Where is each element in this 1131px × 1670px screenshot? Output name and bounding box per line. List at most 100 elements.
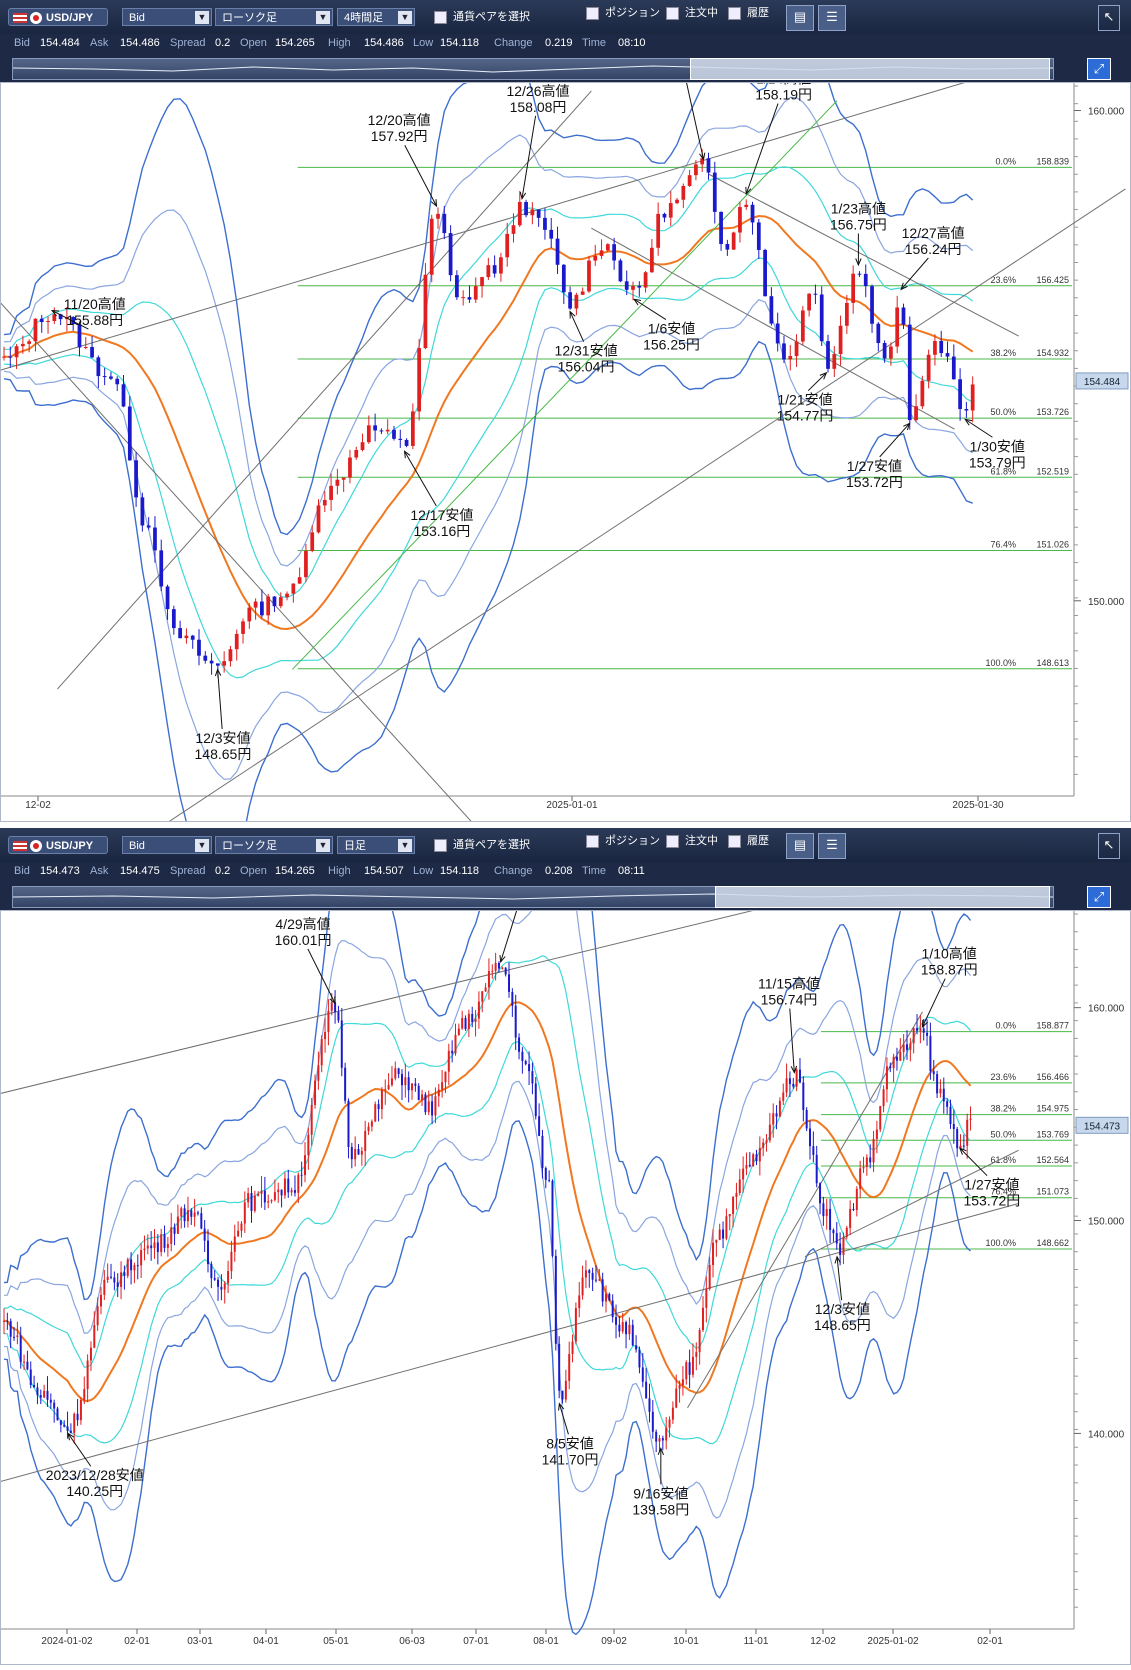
chart-type-value: ローソク足 bbox=[222, 12, 277, 24]
candle-body bbox=[427, 1101, 430, 1113]
select-pair-label: 通貨ペアを選択 bbox=[453, 11, 530, 23]
candle-body bbox=[481, 991, 484, 1002]
select-pair-toggle[interactable]: 通貨ペアを選択 bbox=[434, 836, 530, 854]
checkbox[interactable] bbox=[666, 834, 679, 848]
high-value: 154.486 bbox=[364, 37, 404, 49]
annotation-price: 148.65円 bbox=[195, 746, 252, 762]
candle-body bbox=[933, 340, 937, 355]
indicator-list-icon[interactable]: ☰ bbox=[818, 833, 846, 859]
symbol-selector[interactable]: USD/JPY bbox=[8, 836, 108, 854]
bollinger-upper-2sigma bbox=[3, 831, 971, 1334]
checkbox[interactable] bbox=[586, 834, 599, 848]
navigator-scroll-thumb[interactable] bbox=[715, 886, 1050, 908]
chart-area[interactable]: 160.000 150.000 12-02 2025-01-01 2025-01-30 0… bbox=[0, 23, 1131, 896]
candle-body bbox=[46, 321, 50, 323]
arrow-up-left-icon[interactable]: ↖ bbox=[1098, 833, 1120, 859]
candle-body bbox=[83, 346, 88, 348]
symbol-selector[interactable]: USD/JPY bbox=[8, 8, 108, 26]
bid-label: Bid bbox=[14, 37, 30, 49]
candle-body bbox=[765, 1140, 768, 1143]
expand-icon[interactable]: ⤢ bbox=[1087, 886, 1111, 908]
annotation-arrow bbox=[922, 978, 946, 1028]
candle-body bbox=[959, 1145, 962, 1149]
chart-area[interactable]: 160.000 150.000 140.000 2024-01-02 02-01 03-0… bbox=[0, 687, 1131, 1665]
candle-body bbox=[554, 1255, 557, 1344]
navigator-scroll-thumb[interactable] bbox=[690, 58, 1050, 80]
candle-body bbox=[2, 356, 6, 358]
candle-body bbox=[348, 457, 352, 478]
annotation-date: 4/29高値 bbox=[275, 916, 330, 932]
timeframe-select[interactable]: 日足 ▼ bbox=[337, 836, 415, 854]
candle-body bbox=[203, 655, 208, 661]
candle-body bbox=[83, 1389, 86, 1400]
candle-body bbox=[722, 1229, 725, 1239]
fib-price-label: 152.564 bbox=[1036, 1155, 1069, 1165]
annotation-arrow bbox=[633, 298, 667, 321]
candle-body bbox=[605, 244, 610, 251]
us-flag-icon bbox=[13, 841, 27, 852]
checkbox[interactable] bbox=[728, 834, 741, 848]
candle-body bbox=[857, 273, 862, 275]
annotation-price: 153.79円 bbox=[969, 454, 1026, 470]
candle-body bbox=[621, 1322, 624, 1332]
candle-body bbox=[812, 1146, 815, 1155]
checkbox[interactable] bbox=[434, 838, 447, 852]
candle-body bbox=[712, 1242, 715, 1265]
price-type-select[interactable]: Bid ▼ bbox=[122, 8, 212, 26]
timeframe-select[interactable]: 4時間足 ▼ bbox=[337, 8, 415, 26]
candle-body bbox=[340, 1020, 343, 1068]
candle-body bbox=[756, 222, 761, 250]
expand-icon[interactable]: ⤢ bbox=[1087, 58, 1111, 80]
candle-body bbox=[555, 238, 560, 265]
annotation-date: 2023/12/28安値 bbox=[46, 1467, 144, 1483]
candle-body bbox=[561, 264, 566, 293]
select-pair-toggle[interactable]: 通貨ペアを選択 bbox=[434, 8, 530, 26]
arrow-up-left-icon[interactable]: ↖ bbox=[1098, 5, 1120, 31]
candle-body bbox=[384, 1089, 387, 1091]
position-toggle[interactable]: ポジション bbox=[586, 832, 660, 850]
candle-body bbox=[758, 1147, 761, 1162]
candle-body bbox=[538, 1116, 541, 1136]
candle-body bbox=[16, 1335, 19, 1337]
change-label: Change bbox=[494, 37, 533, 49]
x-tick-label: 10-01 bbox=[673, 1636, 699, 1647]
candle-body bbox=[912, 1027, 915, 1044]
candle-body bbox=[287, 1178, 290, 1193]
chart-type-select[interactable]: ローソク足 ▼ bbox=[215, 836, 333, 854]
checkbox[interactable] bbox=[434, 10, 447, 24]
checkbox[interactable] bbox=[666, 6, 679, 20]
candle-body bbox=[952, 1123, 955, 1130]
indicator-list-icon[interactable]: ☰ bbox=[818, 5, 846, 31]
orders-toggle[interactable]: 注文中 bbox=[666, 4, 718, 22]
x-tick-label: 2024-01-02 bbox=[41, 1636, 93, 1647]
candle-body bbox=[133, 1265, 136, 1271]
candle-body bbox=[484, 987, 487, 992]
candle-body bbox=[889, 346, 893, 359]
chart-settings-icon[interactable]: ▤ bbox=[786, 5, 814, 31]
candle-body bbox=[494, 962, 497, 971]
candle-body bbox=[914, 406, 918, 421]
price-type-select[interactable]: Bid ▼ bbox=[122, 836, 212, 854]
orders-toggle[interactable]: 注文中 bbox=[666, 832, 718, 850]
candle-body bbox=[969, 1118, 972, 1120]
candle-body bbox=[178, 628, 182, 639]
candle-body bbox=[551, 1180, 554, 1256]
candle-body bbox=[752, 1154, 755, 1167]
bid-value: 154.484 bbox=[40, 37, 80, 49]
candle-body bbox=[926, 354, 931, 381]
annotation-arrow bbox=[569, 311, 585, 342]
position-toggle[interactable]: ポジション bbox=[586, 4, 660, 22]
x-tick-label: 2025-01-01 bbox=[546, 800, 598, 811]
history-toggle[interactable]: 履歴 bbox=[728, 832, 769, 850]
history-toggle[interactable]: 履歴 bbox=[728, 4, 769, 22]
candle-body bbox=[9, 1321, 12, 1337]
chart-type-select[interactable]: ローソク足 ▼ bbox=[215, 8, 333, 26]
candle-body bbox=[564, 1380, 567, 1400]
candle-body bbox=[769, 296, 774, 324]
chart-settings-icon[interactable]: ▤ bbox=[786, 833, 814, 859]
checkbox[interactable] bbox=[728, 6, 741, 20]
candlestick-chart-4h: 160.000 150.000 12-02 2025-01-01 2025-01-30 0… bbox=[0, 23, 1129, 896]
candle-body bbox=[587, 260, 591, 292]
checkbox[interactable] bbox=[586, 6, 599, 20]
bollinger-lower-3sigma bbox=[3, 340, 973, 891]
